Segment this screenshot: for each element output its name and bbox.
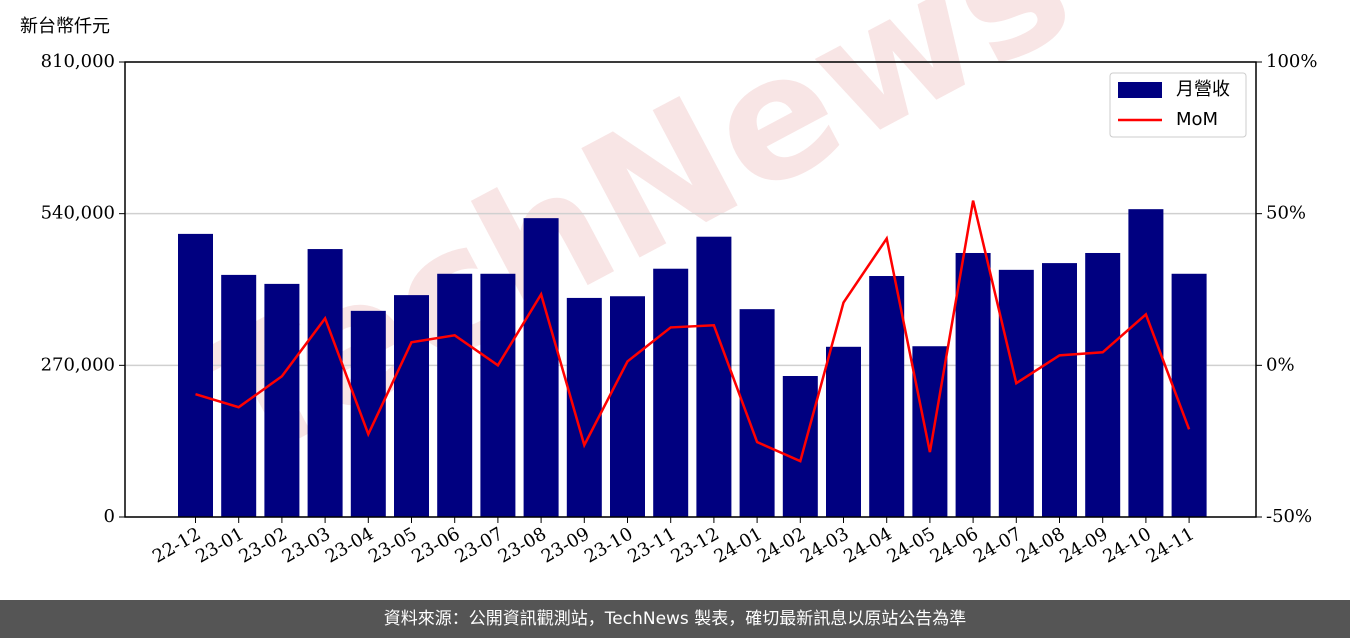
x-tick-label: 23-04 (322, 523, 377, 567)
x-tick-label: 24-01 (711, 523, 766, 567)
bar (739, 309, 775, 517)
x-tick-label: 24-08 (1013, 523, 1068, 567)
x-tick-label: 23-11 (624, 523, 679, 567)
x-tick-label: 23-01 (192, 523, 247, 567)
x-tick-label: 23-03 (279, 523, 334, 567)
x-tick-label: 24-11 (1143, 523, 1198, 567)
legend-label: 月營收 (1176, 79, 1230, 100)
bar (998, 269, 1034, 517)
x-tick-label: 24-03 (797, 523, 852, 567)
x-tick-label: 23-06 (408, 523, 463, 567)
bar (782, 376, 818, 517)
x-tick-label: 23-12 (667, 523, 722, 567)
bar (610, 296, 645, 517)
bar (437, 273, 473, 517)
y2-tick-label: 0% (1266, 354, 1295, 375)
y2-tick-label: 50% (1266, 203, 1306, 224)
bar (696, 236, 732, 518)
x-tick-label: 23-09 (538, 523, 593, 567)
x-tick-label: 23-10 (581, 523, 636, 567)
legend-swatch (1118, 82, 1162, 98)
y-tick-label: 540,000 (41, 203, 115, 224)
bar (523, 218, 559, 517)
footer-band (0, 600, 1350, 638)
x-tick-label: 23-07 (451, 523, 506, 567)
x-tick-label: 24-02 (754, 523, 809, 567)
x-tick-label: 24-10 (1099, 523, 1154, 567)
bar (221, 274, 257, 517)
x-tick-label: 23-02 (235, 523, 290, 567)
bar (350, 310, 386, 517)
footer-text: 資料來源：公開資訊觀測站，TechNews 製表，確切最新訊息以原站公告為準 (384, 609, 966, 629)
bar (566, 297, 602, 517)
x-tick-label: 22-12 (149, 523, 204, 567)
y-tick-label: 270,000 (41, 354, 115, 375)
bar (394, 295, 429, 517)
bar (307, 249, 343, 518)
x-tick-label: 24-06 (927, 523, 982, 567)
bar (1042, 263, 1077, 517)
x-tick-label: 24-04 (840, 523, 895, 567)
x-tick-label: 23-08 (495, 523, 550, 567)
x-tick-label: 24-09 (1056, 523, 1111, 567)
bar (653, 268, 689, 517)
x-tick-label: 24-05 (883, 523, 938, 567)
y-axis-label: 新台幣仟元 (20, 16, 110, 37)
bar (178, 233, 213, 517)
y2-tick-label: 100% (1266, 51, 1317, 72)
x-tick-label: 24-07 (970, 523, 1025, 567)
line (195, 200, 1191, 463)
y-tick-label: 810,000 (41, 51, 115, 72)
bar (1128, 209, 1164, 517)
bar (826, 346, 861, 517)
bar (480, 273, 516, 517)
bar (955, 252, 991, 517)
y-tick-label: 0 (104, 506, 115, 527)
bar (912, 346, 948, 517)
plot-frame (124, 61, 1257, 518)
bar (1085, 252, 1121, 517)
bar (869, 276, 905, 517)
legend-label: MoM (1176, 109, 1218, 130)
bar (264, 283, 300, 517)
x-tick-label: 23-05 (365, 523, 420, 567)
y2-tick-label: -50% (1266, 506, 1312, 527)
